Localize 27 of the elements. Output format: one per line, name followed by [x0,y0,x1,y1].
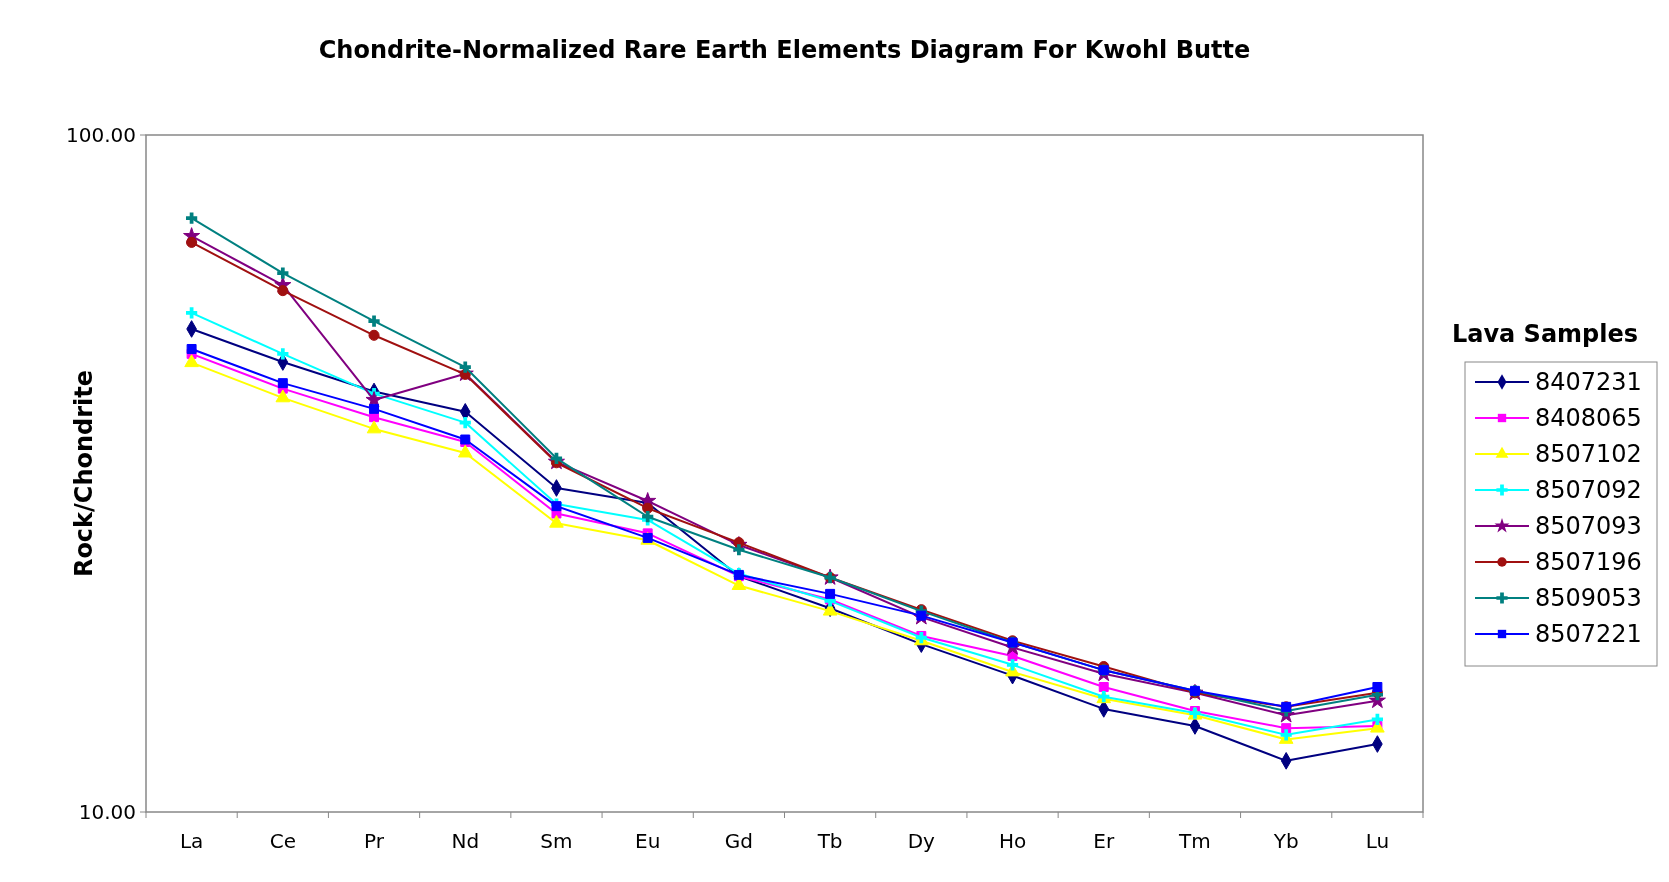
x-tick-label: Eu [635,829,661,853]
y-tick-label: 10.00 [78,800,136,824]
x-tick-label: Sm [540,829,573,853]
legend-label: 8408065 [1535,404,1642,433]
y-tick-label: 100.00 [66,123,136,147]
legend-label: 8507092 [1535,476,1642,505]
legend-label: 8509053 [1535,584,1642,613]
x-tick-label: Tb [816,829,843,853]
legend-title: Lava Samples [1451,320,1639,348]
legend-label: 8507102 [1535,440,1642,469]
x-tick-label: Lu [1365,829,1390,853]
x-tick-label: Tm [1178,829,1211,853]
legend-label: 8507196 [1535,548,1642,577]
x-tick-label: Dy [907,829,936,853]
x-tick-label: Nd [451,829,480,853]
x-tick-label: Yb [1272,829,1299,853]
legend-label: 8407231 [1535,368,1642,397]
legend-label: 8507093 [1535,512,1642,541]
x-tick-label: Pr [364,829,385,853]
y-axis-title: Rock/Chondrite [70,369,98,578]
legend-label: 8507221 [1535,620,1642,649]
chart-title: Chondrite-Normalized Rare Earth Elements Diagram For Kwohl Butte [318,36,1251,64]
x-tick-label: La [179,829,204,853]
x-tick-label: Ce [269,829,296,853]
x-tick-label: Ho [998,829,1027,853]
x-tick-label: Gd [724,829,753,853]
x-tick-label: Er [1093,829,1115,853]
